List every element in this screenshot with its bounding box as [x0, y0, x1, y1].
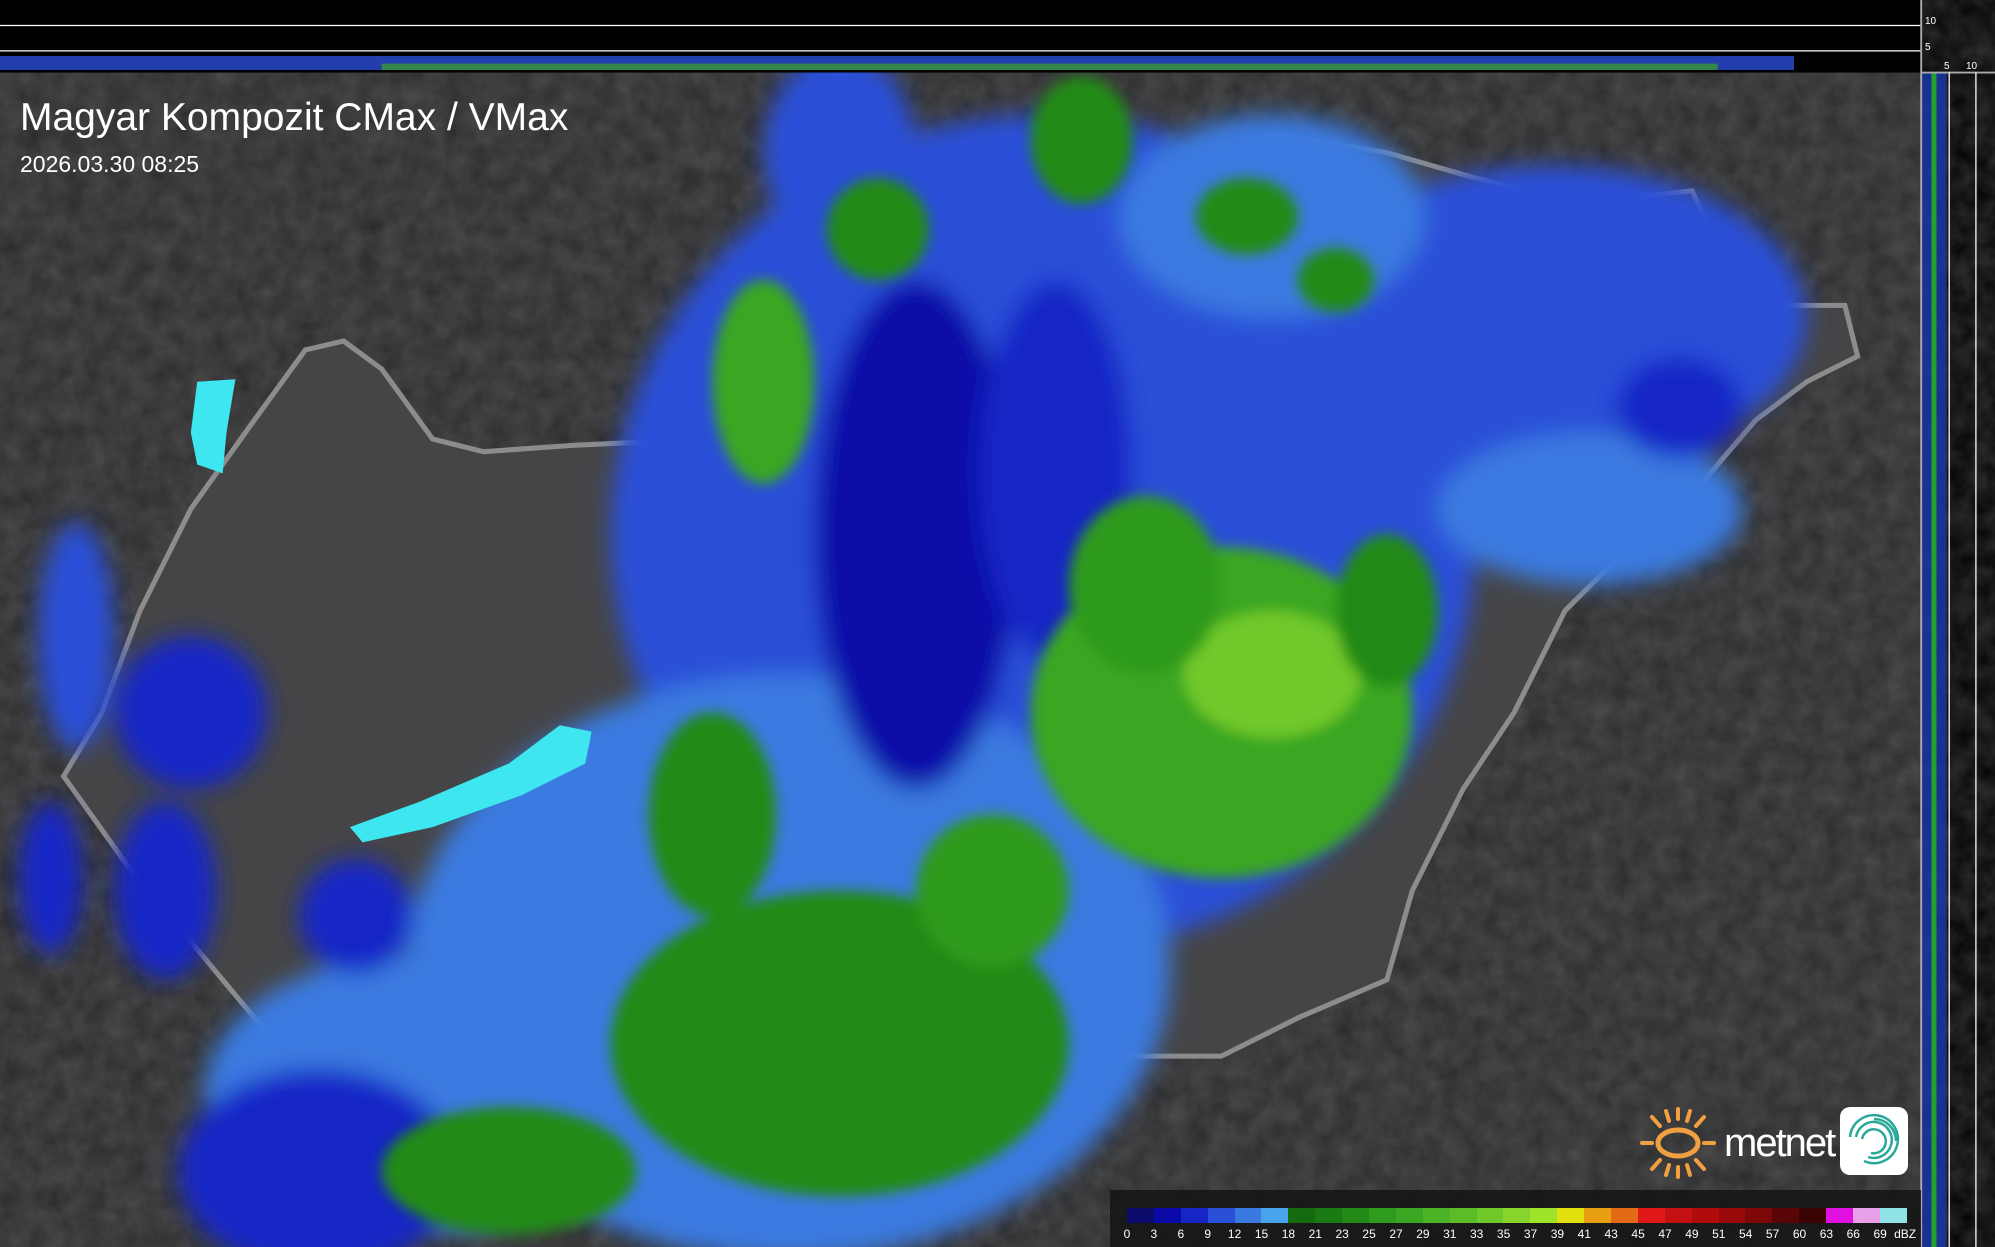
legend-swatch [1180, 1208, 1208, 1223]
legend-swatch [1342, 1208, 1370, 1223]
legend-swatch [1853, 1208, 1880, 1223]
legend-label: 47 [1658, 1227, 1672, 1241]
legend-label: 18 [1281, 1227, 1296, 1241]
legend-swatch [1261, 1208, 1289, 1223]
legend-label: 43 [1604, 1227, 1618, 1241]
legend-swatch [1422, 1208, 1450, 1223]
legend-label: 29 [1416, 1227, 1430, 1241]
legend-swatch [1879, 1208, 1907, 1223]
legend-label: 45 [1631, 1227, 1645, 1241]
lake-ferto [190, 379, 236, 474]
legend-swatch [1153, 1208, 1181, 1223]
legend-labels: 0 3 6 9 12 15 18 21 23 25 27 29 31 33 35 37 39 41 43 45 47 49… [1123, 1227, 1927, 1243]
legend-label: 27 [1389, 1227, 1403, 1241]
legend-swatch [1745, 1208, 1773, 1223]
legend-label: 15 [1254, 1227, 1269, 1241]
legend-swatch [1664, 1208, 1692, 1223]
legend-label: 54 [1739, 1227, 1753, 1241]
legend-swatch [1288, 1208, 1316, 1223]
lake-balaton [349, 725, 592, 843]
legend-swatch [1207, 1208, 1235, 1223]
legend-label: 57 [1765, 1227, 1780, 1241]
legend-swatch [1637, 1208, 1665, 1223]
legend-label: 31 [1443, 1227, 1457, 1241]
right-axis-tick-10: 10 [1966, 61, 1978, 72]
legend-label: 23 [1335, 1227, 1349, 1241]
legend-unit: dBZ [1894, 1227, 1917, 1241]
legend-label: 49 [1685, 1227, 1699, 1241]
legend-label: 0 [1123, 1227, 1131, 1241]
top-axis-tick-5: 5 [1925, 42, 1931, 53]
legend-swatch [1718, 1208, 1746, 1223]
legend-label: 60 [1792, 1227, 1807, 1241]
legend-swatch [1557, 1208, 1585, 1223]
legend-swatch [1799, 1208, 1827, 1223]
legend-label: 66 [1846, 1227, 1860, 1241]
legend-swatch [1503, 1208, 1531, 1223]
legend-label: 25 [1362, 1227, 1376, 1241]
legend-swatch [1611, 1208, 1638, 1223]
map-title: Magyar Kompozit CMax / VMax [20, 96, 569, 139]
legend-label: 39 [1550, 1227, 1565, 1241]
right-axis-tick-5: 5 [1944, 61, 1950, 72]
legend-label: 6 [1177, 1227, 1185, 1241]
legend-label: 35 [1496, 1227, 1511, 1241]
legend-swatch [1476, 1208, 1504, 1223]
legend-label: 69 [1873, 1227, 1887, 1241]
legend-label: 63 [1819, 1227, 1834, 1241]
legend-swatch [1127, 1208, 1154, 1223]
app-swirl-icon [1840, 1107, 1908, 1175]
legend-label: 21 [1308, 1227, 1322, 1241]
legend-label: 37 [1523, 1227, 1538, 1241]
legend-swatch [1369, 1208, 1396, 1223]
legend-swatch [1395, 1208, 1423, 1223]
legend-color-bar [1127, 1208, 1907, 1223]
legend-label: 12 [1227, 1227, 1242, 1241]
top-axis-tick-10: 10 [1925, 16, 1937, 27]
legend-swatch [1449, 1208, 1477, 1223]
sun-icon [1640, 1107, 1716, 1179]
legend-swatch [1234, 1208, 1262, 1223]
legend-swatch [1772, 1208, 1800, 1223]
legend-label: 33 [1470, 1227, 1484, 1241]
legend-label: 3 [1150, 1227, 1158, 1241]
legend-label: 9 [1204, 1227, 1212, 1241]
legend-label: 51 [1712, 1227, 1726, 1241]
legend-swatch [1530, 1208, 1558, 1223]
logo-text: metnet [1724, 1120, 1836, 1165]
legend-swatch [1315, 1208, 1343, 1223]
dbz-legend: 0 3 6 9 12 15 18 21 23 25 27 29 31 33 35 37 39 41 43 45 47 49… [1110, 1190, 1921, 1247]
map-timestamp: 2026.03.30 08:25 [20, 151, 200, 177]
legend-swatch [1691, 1208, 1719, 1223]
metnet-logo: metnet [1638, 1103, 1836, 1183]
legend-label: 41 [1577, 1227, 1591, 1241]
legend-swatch [1826, 1208, 1854, 1223]
legend-swatch [1584, 1208, 1612, 1223]
